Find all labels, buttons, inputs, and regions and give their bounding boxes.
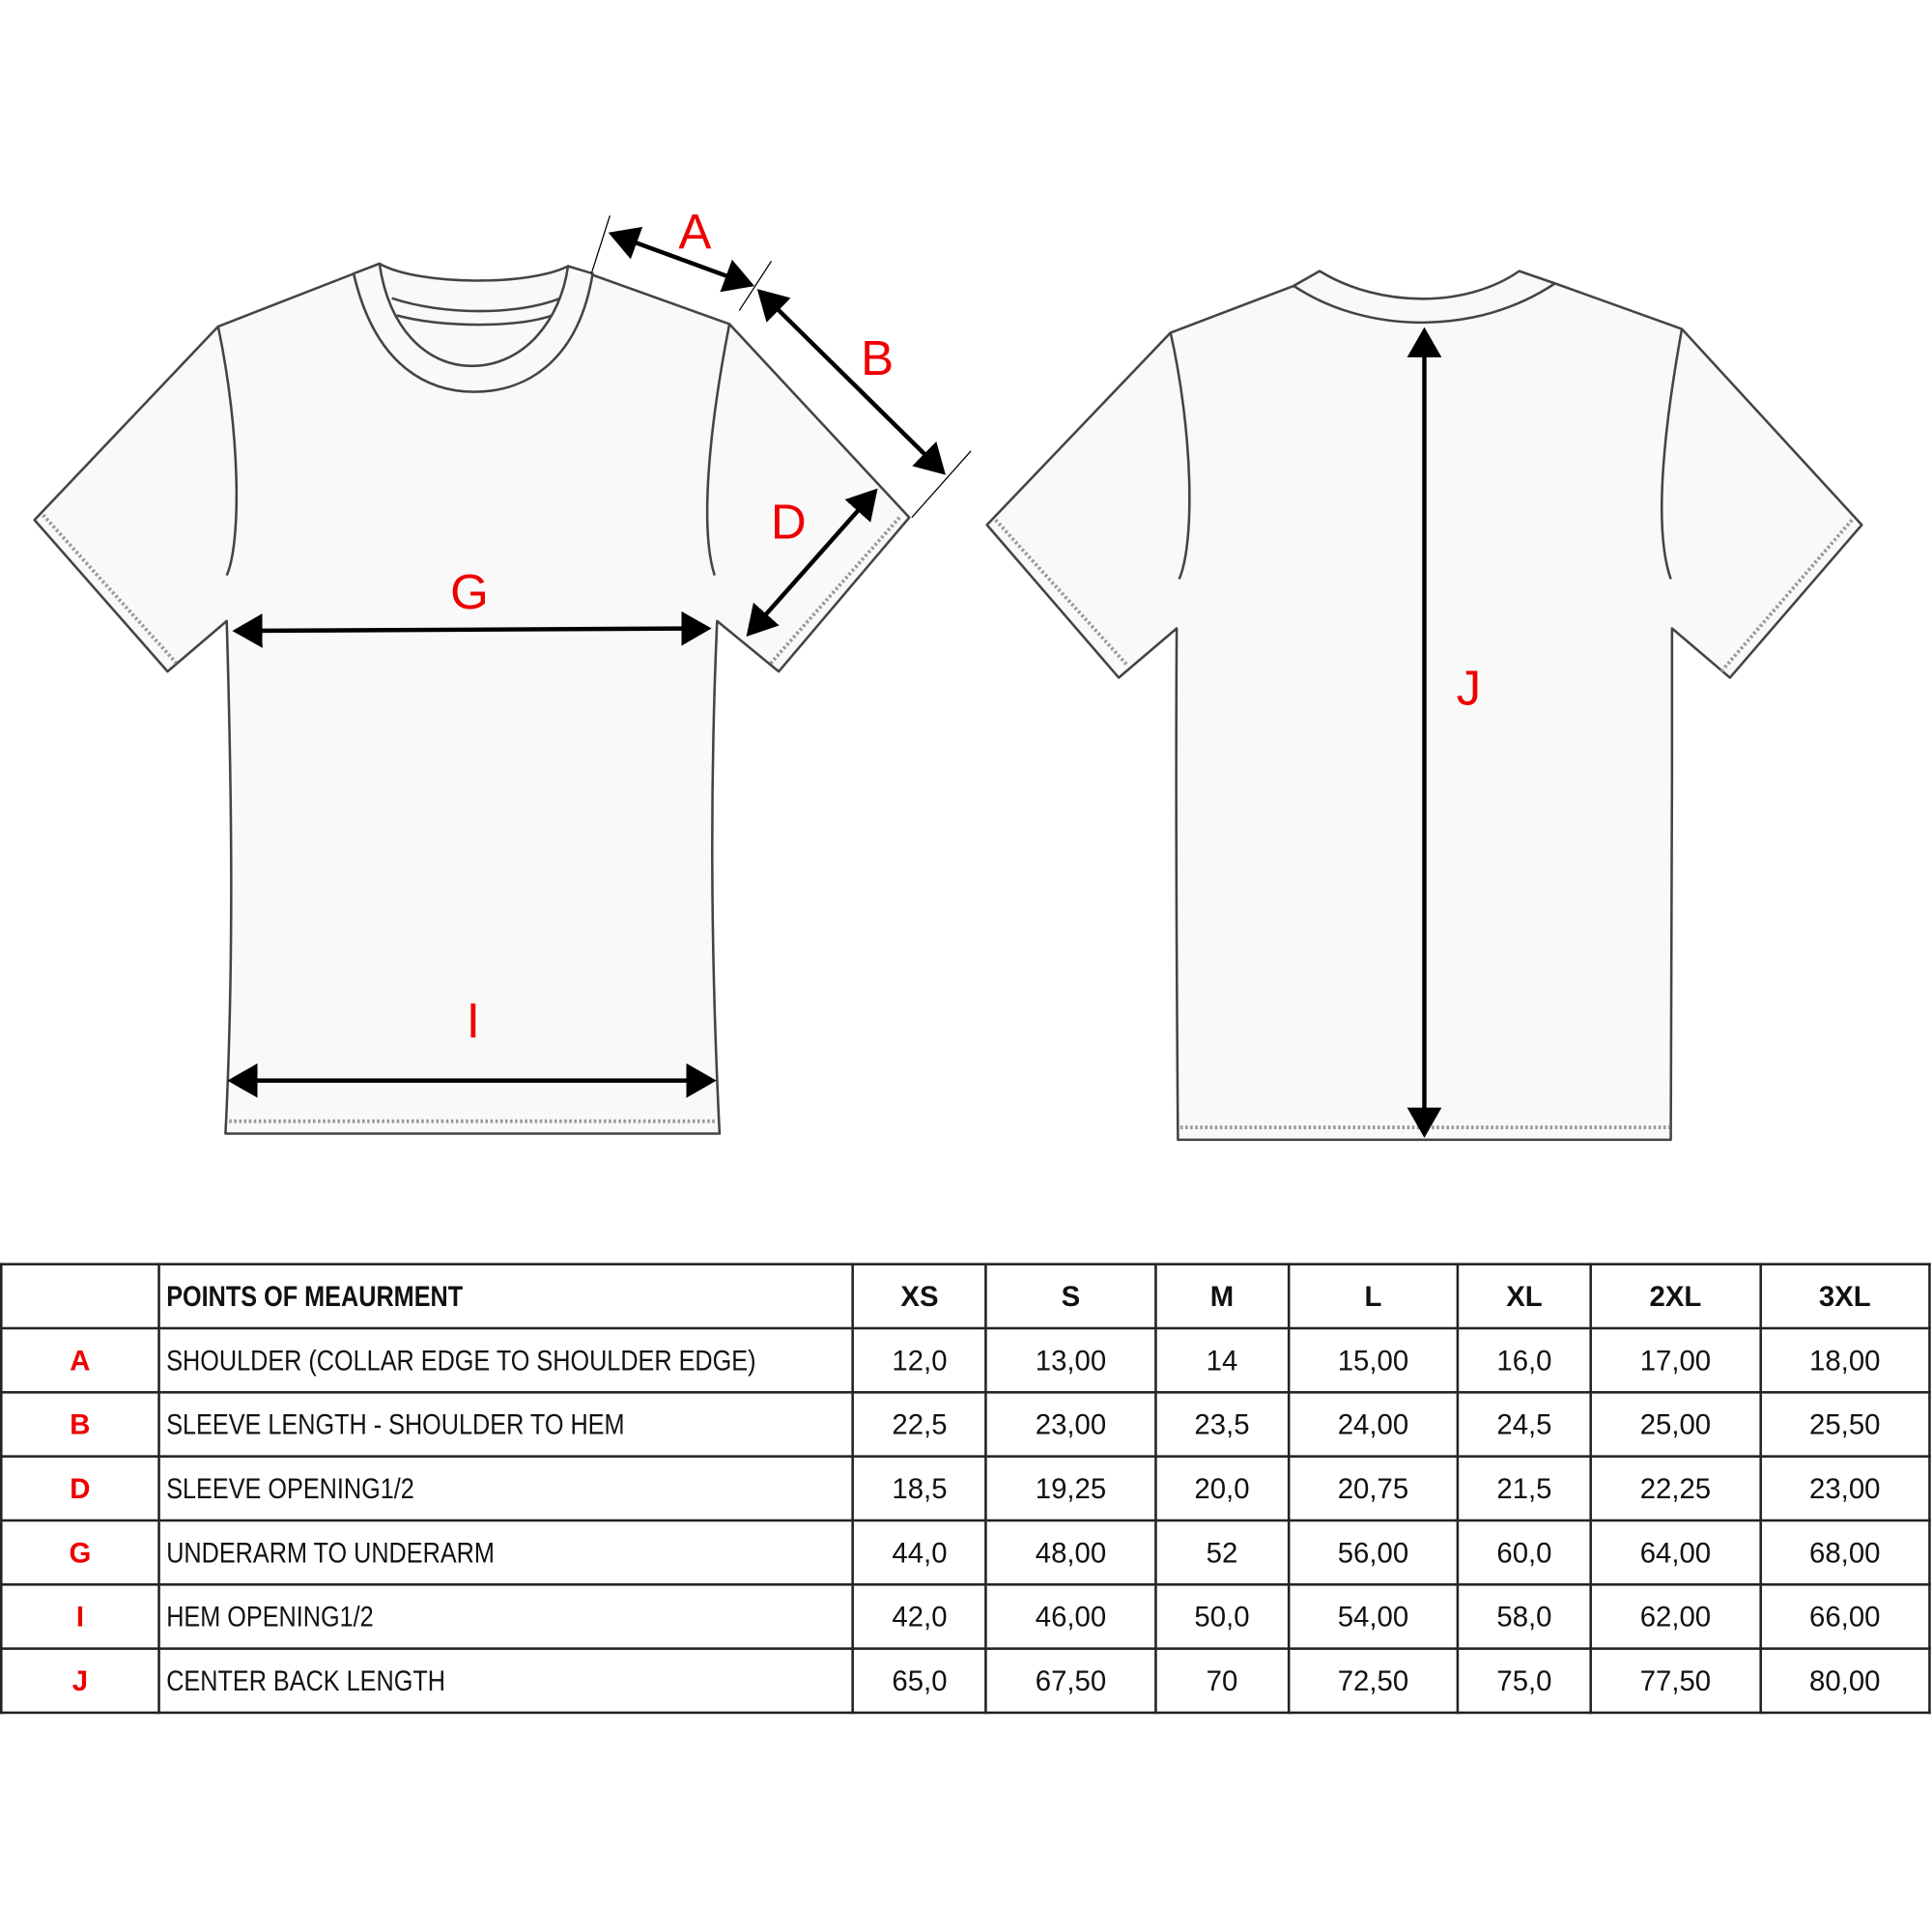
row-description: SHOULDER (COLLAR EDGE TO SHOULDER EDGE) bbox=[157, 1326, 855, 1394]
row-value: 56,00 bbox=[1287, 1519, 1460, 1586]
row-value: 15,00 bbox=[1287, 1326, 1460, 1394]
row-value: 62,00 bbox=[1589, 1583, 1762, 1650]
label-a: A bbox=[678, 205, 711, 260]
row-value: 70 bbox=[1153, 1647, 1291, 1715]
row-value: 50,0 bbox=[1153, 1583, 1291, 1650]
tshirt-diagram: A B D G I J bbox=[33, 205, 1863, 1142]
table-row: I HEM OPENING1/2 42,0 46,00 50,0 54,00 58,0 62,… bbox=[0, 1583, 1931, 1650]
row-description-text: SLEEVE LENGTH - SHOULDER TO HEM bbox=[166, 1407, 625, 1440]
row-value: 54,00 bbox=[1287, 1583, 1460, 1650]
row-value: 44,0 bbox=[851, 1519, 988, 1586]
row-description: CENTER BACK LENGTH bbox=[157, 1647, 855, 1715]
header-size: XL bbox=[1456, 1263, 1593, 1330]
row-value: 72,50 bbox=[1287, 1647, 1460, 1715]
row-code: G bbox=[0, 1519, 160, 1586]
header-size: XS bbox=[851, 1263, 988, 1330]
row-value: 75,0 bbox=[1456, 1647, 1593, 1715]
row-description: SLEEVE OPENING1/2 bbox=[157, 1455, 855, 1522]
table-row: J CENTER BACK LENGTH 65,0 67,50 70 72,50 75,0 7… bbox=[0, 1647, 1931, 1715]
label-d: D bbox=[771, 494, 807, 549]
row-code: B bbox=[0, 1391, 160, 1458]
label-j: J bbox=[1457, 661, 1482, 716]
row-value: 18,5 bbox=[851, 1455, 988, 1522]
table-row: A SHOULDER (COLLAR EDGE TO SHOULDER EDGE)… bbox=[0, 1326, 1931, 1394]
row-value: 17,00 bbox=[1589, 1326, 1762, 1394]
row-value: 48,00 bbox=[984, 1519, 1157, 1586]
row-value: 21,5 bbox=[1456, 1455, 1593, 1522]
row-value: 23,00 bbox=[1758, 1455, 1931, 1522]
header-title: POINTS OF MEAURMENT bbox=[157, 1263, 855, 1330]
row-code: I bbox=[0, 1583, 160, 1650]
row-code: D bbox=[0, 1455, 160, 1522]
row-value: 23,00 bbox=[984, 1391, 1157, 1458]
row-value: 14 bbox=[1153, 1326, 1291, 1394]
row-value: 25,00 bbox=[1589, 1391, 1762, 1458]
row-value: 60,0 bbox=[1456, 1519, 1593, 1586]
row-value: 12,0 bbox=[851, 1326, 988, 1394]
header-size: 2XL bbox=[1589, 1263, 1762, 1330]
row-value: 13,00 bbox=[984, 1326, 1157, 1394]
row-value: 65,0 bbox=[851, 1647, 988, 1715]
header-size: L bbox=[1287, 1263, 1460, 1330]
header-code bbox=[0, 1263, 160, 1330]
header-size: S bbox=[984, 1263, 1157, 1330]
arrow-d bbox=[746, 488, 878, 637]
row-value: 20,75 bbox=[1287, 1455, 1460, 1522]
row-value: 20,0 bbox=[1153, 1455, 1291, 1522]
row-value: 66,00 bbox=[1758, 1583, 1931, 1650]
row-description: SLEEVE LENGTH - SHOULDER TO HEM bbox=[157, 1391, 855, 1458]
row-value: 24,00 bbox=[1287, 1391, 1460, 1458]
row-value: 22,25 bbox=[1589, 1455, 1762, 1522]
arrow-b bbox=[756, 289, 946, 475]
label-g: G bbox=[450, 564, 489, 619]
table-row: D SLEEVE OPENING1/2 18,5 19,25 20,0 20,75 21,5… bbox=[0, 1455, 1931, 1522]
row-value: 18,00 bbox=[1758, 1326, 1931, 1394]
row-value: 67,50 bbox=[984, 1647, 1157, 1715]
row-value: 25,50 bbox=[1758, 1391, 1931, 1458]
row-description-text: CENTER BACK LENGTH bbox=[166, 1663, 445, 1696]
label-b: B bbox=[861, 330, 894, 385]
header-size: 3XL bbox=[1758, 1263, 1931, 1330]
row-value: 23,5 bbox=[1153, 1391, 1291, 1458]
row-value: 46,00 bbox=[984, 1583, 1157, 1650]
size-table: POINTS OF MEAURMENT XS S M L XL 2XL 3XL … bbox=[0, 1263, 1931, 1715]
row-value: 68,00 bbox=[1758, 1519, 1931, 1586]
row-value: 77,50 bbox=[1589, 1647, 1762, 1715]
row-description: UNDERARM TO UNDERARM bbox=[157, 1519, 855, 1586]
row-description: HEM OPENING1/2 bbox=[157, 1583, 855, 1650]
row-value: 22,5 bbox=[851, 1391, 988, 1458]
row-value: 24,5 bbox=[1456, 1391, 1593, 1458]
row-value: 80,00 bbox=[1758, 1647, 1931, 1715]
header-size: M bbox=[1153, 1263, 1291, 1330]
row-value: 52 bbox=[1153, 1519, 1291, 1586]
table-header-row: POINTS OF MEAURMENT XS S M L XL 2XL 3XL bbox=[0, 1263, 1931, 1330]
row-value: 16,0 bbox=[1456, 1326, 1593, 1394]
row-description-text: SLEEVE OPENING1/2 bbox=[166, 1471, 414, 1504]
row-description-text: HEM OPENING1/2 bbox=[166, 1600, 374, 1633]
row-description-text: SHOULDER (COLLAR EDGE TO SHOULDER EDGE) bbox=[166, 1343, 756, 1377]
row-description-text: UNDERARM TO UNDERARM bbox=[166, 1535, 495, 1569]
row-code: J bbox=[0, 1647, 160, 1715]
header-title-text: POINTS OF MEAURMENT bbox=[166, 1279, 464, 1312]
table-row: B SLEEVE LENGTH - SHOULDER TO HEM 22,5 23,0… bbox=[0, 1391, 1931, 1458]
label-i: I bbox=[467, 993, 480, 1048]
table-row: G UNDERARM TO UNDERARM 44,0 48,00 52 56,00 60,… bbox=[0, 1519, 1931, 1586]
arrow-a bbox=[608, 226, 754, 293]
row-value: 19,25 bbox=[984, 1455, 1157, 1522]
row-value: 64,00 bbox=[1589, 1519, 1762, 1586]
front-tshirt bbox=[33, 262, 911, 1135]
measurement-arrows bbox=[227, 215, 1442, 1138]
row-code: A bbox=[0, 1326, 160, 1394]
row-value: 58,0 bbox=[1456, 1583, 1593, 1650]
arrow-g bbox=[232, 611, 712, 648]
row-value: 42,0 bbox=[851, 1583, 988, 1650]
